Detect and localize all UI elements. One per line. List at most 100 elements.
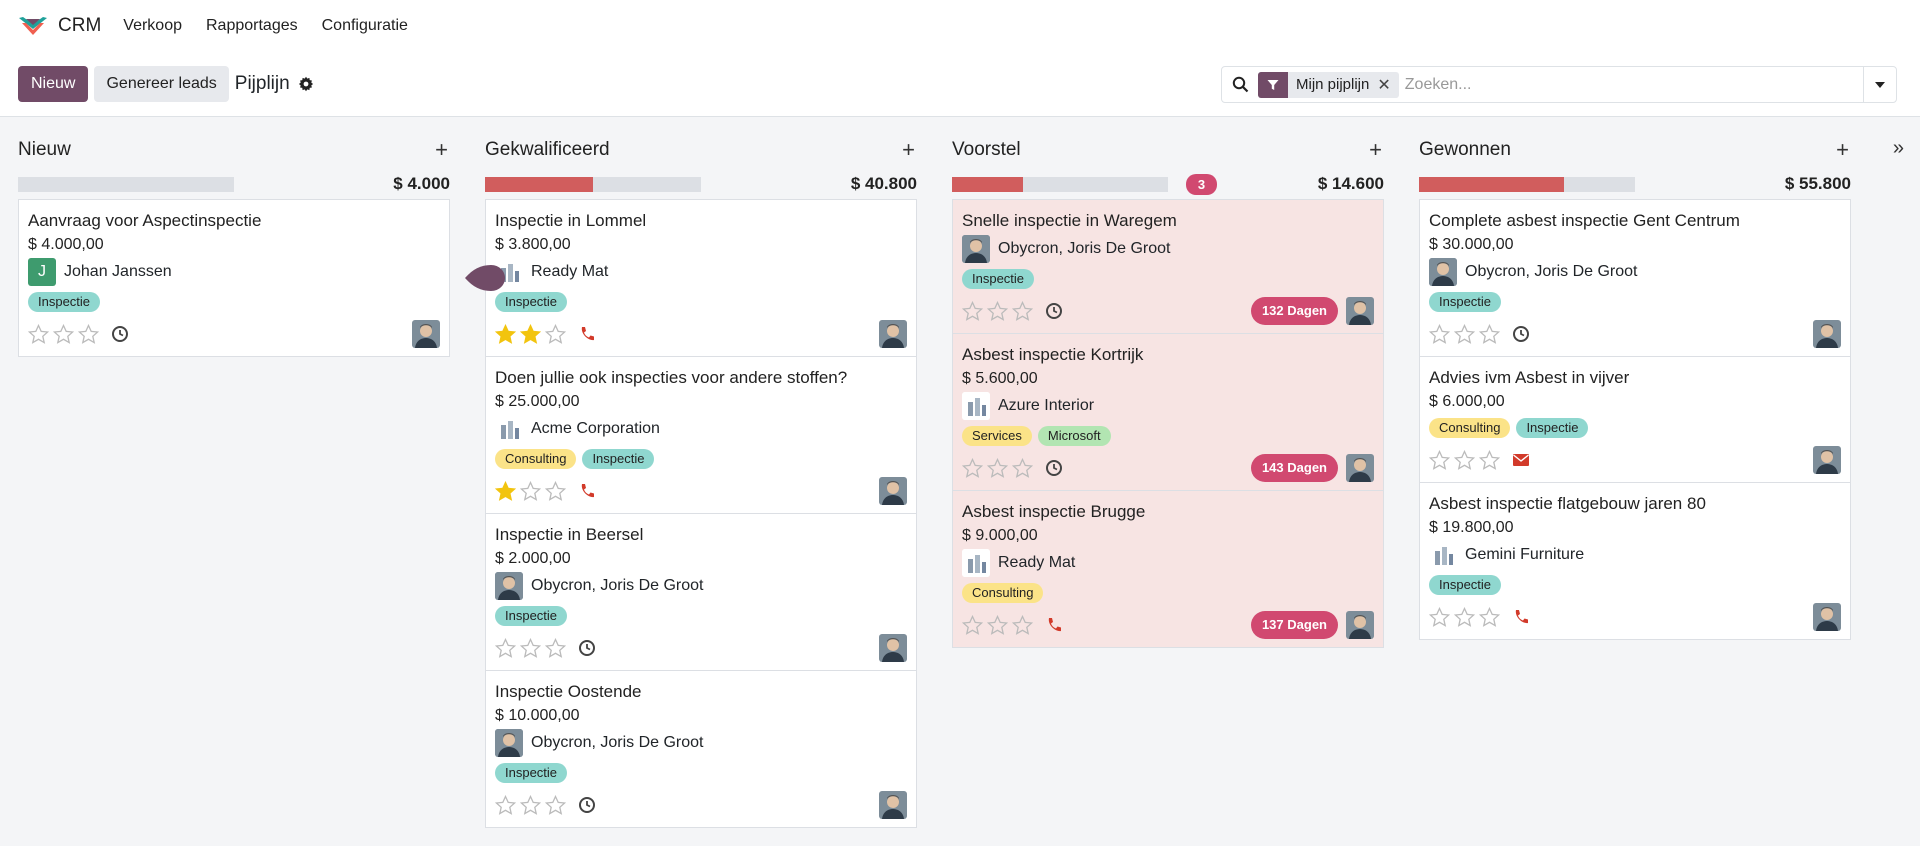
clock-icon[interactable] — [1045, 302, 1063, 320]
priority-star-icon[interactable] — [1454, 606, 1475, 628]
progress-bar[interactable] — [485, 176, 701, 192]
progress-bar[interactable] — [1419, 176, 1635, 192]
column-header: Voorstel + — [952, 117, 1384, 169]
priority-star-icon[interactable] — [520, 480, 541, 502]
menu-configuratie[interactable]: Configuratie — [321, 17, 408, 34]
progress-bar[interactable] — [18, 176, 234, 192]
priority-star-icon[interactable] — [495, 480, 516, 502]
lead-card[interactable]: Inspectie in Lommel $ 3.800,00 Ready Mat In… — [485, 199, 917, 356]
drag-handle-icon[interactable] — [465, 263, 505, 293]
quick-create-icon[interactable]: + — [435, 137, 448, 162]
overdue-badge: 137 Dagen — [1250, 611, 1338, 639]
search-icon[interactable] — [1222, 76, 1258, 93]
priority-star-icon[interactable] — [1454, 449, 1475, 471]
priority-star-icon[interactable] — [962, 614, 983, 636]
salesperson-avatar[interactable] — [1346, 611, 1374, 639]
lead-card[interactable]: Inspectie in Beersel $ 2.000,00 Obycron, J… — [485, 513, 917, 670]
priority-star-icon[interactable] — [962, 457, 983, 479]
lead-revenue: $ 30.000,00 — [1429, 236, 1514, 253]
priority-star-icon[interactable] — [495, 637, 516, 659]
clock-icon[interactable] — [111, 325, 129, 343]
priority-star-icon[interactable] — [1012, 614, 1033, 636]
salesperson-avatar[interactable] — [1346, 454, 1374, 482]
column-title[interactable]: Gewonnen — [1419, 139, 1511, 160]
priority-star-icon[interactable] — [1479, 606, 1500, 628]
priority-star-icon[interactable] — [53, 323, 74, 345]
salesperson-avatar[interactable] — [412, 320, 440, 348]
salesperson-avatar[interactable] — [879, 634, 907, 662]
priority-star-icon[interactable] — [545, 323, 566, 345]
gear-icon[interactable] — [298, 76, 314, 92]
priority-star-icon[interactable] — [495, 794, 516, 816]
priority-star-icon[interactable] — [545, 794, 566, 816]
priority-star-icon[interactable] — [78, 323, 99, 345]
column-title[interactable]: Voorstel — [952, 139, 1021, 160]
quick-create-icon[interactable]: + — [902, 137, 915, 162]
tag: Consulting — [1429, 418, 1511, 438]
lead-card[interactable]: Asbest inspectie flatgebouw jaren 80 $ 19… — [1419, 482, 1851, 640]
salesperson-avatar[interactable] — [1813, 320, 1841, 348]
priority-star-icon[interactable] — [520, 323, 541, 345]
clock-icon[interactable] — [1512, 325, 1530, 343]
lead-card[interactable]: Complete asbest inspectie Gent Centrum $ … — [1419, 199, 1851, 356]
search-input[interactable] — [1398, 67, 1863, 102]
lead-card[interactable]: Snelle inspectie in Waregem Obycron, Jori… — [952, 199, 1384, 333]
menu-verkoop[interactable]: Verkoop — [123, 17, 182, 34]
priority-star-icon[interactable] — [1429, 323, 1450, 345]
priority-star-icon[interactable] — [1429, 449, 1450, 471]
quick-create-icon[interactable]: + — [1369, 137, 1382, 162]
search-options-toggle[interactable] — [1863, 67, 1896, 102]
progress-count-badge[interactable]: 3 — [1186, 173, 1217, 195]
salesperson-avatar[interactable] — [1346, 297, 1374, 325]
priority-star-icon[interactable] — [987, 614, 1008, 636]
phone-icon[interactable] — [1045, 616, 1063, 634]
kanban-column: Gekwalificeerd + $ 40.800 Inspectie in Lomm… — [485, 117, 917, 828]
app-logo[interactable]: CRM — [18, 15, 101, 37]
priority-star-icon[interactable] — [1454, 323, 1475, 345]
new-button[interactable]: Nieuw — [18, 66, 89, 102]
clock-icon[interactable] — [578, 639, 596, 657]
phone-icon[interactable] — [578, 482, 596, 500]
clock-icon[interactable] — [1045, 459, 1063, 477]
lead-card[interactable]: Aanvraag voor Aspectinspectie $ 4.000,00 J… — [18, 199, 450, 357]
priority-star-icon[interactable] — [520, 637, 541, 659]
priority-star-icon[interactable] — [545, 480, 566, 502]
salesperson-avatar[interactable] — [1813, 446, 1841, 474]
facet-close-icon[interactable]: ✕ — [1377, 76, 1391, 94]
salesperson-avatar[interactable] — [1813, 603, 1841, 631]
column-progress: $ 40.800 — [485, 169, 917, 199]
priority-star-icon[interactable] — [1012, 300, 1033, 322]
priority-star-icon[interactable] — [962, 300, 983, 322]
priority-star-icon[interactable] — [1479, 323, 1500, 345]
priority-star-icon[interactable] — [495, 323, 516, 345]
priority-star-icon[interactable] — [28, 323, 49, 345]
lead-card[interactable]: Doen jullie ook inspecties voor andere s… — [485, 356, 917, 513]
salesperson-avatar[interactable] — [879, 320, 907, 348]
priority-star-icon[interactable] — [520, 794, 541, 816]
envelope-icon[interactable] — [1512, 451, 1530, 469]
lead-card[interactable]: Advies ivm Asbest in vijver $ 6.000,00 Con… — [1419, 356, 1851, 482]
salesperson-avatar[interactable] — [879, 791, 907, 819]
priority-star-icon[interactable] — [545, 637, 566, 659]
lead-card[interactable]: Asbest inspectie Kortrijk $ 5.600,00 Azure… — [952, 333, 1384, 490]
column-title[interactable]: Gekwalificeerd — [485, 139, 610, 160]
phone-icon[interactable] — [578, 325, 596, 343]
menu-rapportages[interactable]: Rapportages — [206, 17, 298, 34]
fold-columns-icon[interactable]: » — [1892, 137, 1904, 159]
lead-card[interactable]: Asbest inspectie Brugge $ 9.000,00 Ready M… — [952, 490, 1384, 648]
priority-star-icon[interactable] — [1479, 449, 1500, 471]
progress-fill — [952, 176, 1024, 192]
progress-bar[interactable] — [952, 176, 1168, 192]
lead-revenue: $ 9.000,00 — [962, 527, 1038, 544]
priority-star-icon[interactable] — [1429, 606, 1450, 628]
phone-icon[interactable] — [1512, 608, 1530, 626]
priority-star-icon[interactable] — [987, 457, 1008, 479]
quick-create-icon[interactable]: + — [1836, 137, 1849, 162]
column-title[interactable]: Nieuw — [18, 139, 71, 160]
lead-card[interactable]: Inspectie Oostende $ 10.000,00 Obycron, Jo… — [485, 670, 917, 828]
generate-leads-button[interactable]: Genereer leads — [94, 66, 229, 102]
priority-star-icon[interactable] — [987, 300, 1008, 322]
clock-icon[interactable] — [578, 796, 596, 814]
salesperson-avatar[interactable] — [879, 477, 907, 505]
priority-star-icon[interactable] — [1012, 457, 1033, 479]
